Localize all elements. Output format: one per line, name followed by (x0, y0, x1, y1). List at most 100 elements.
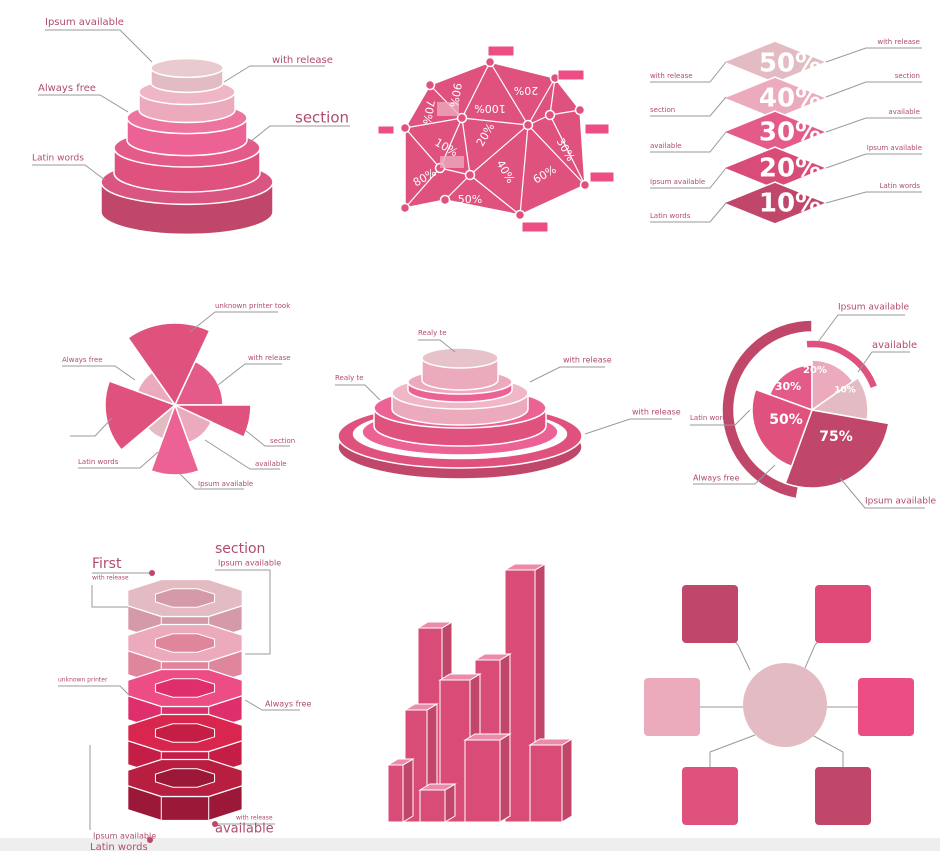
percent-label: 100% (474, 102, 505, 115)
network-edge (469, 124, 529, 176)
label: Ipsum available (45, 17, 124, 28)
octagon-hole (154, 588, 216, 608)
label: with release (632, 408, 681, 417)
network-node (574, 104, 586, 116)
label: with release (650, 72, 693, 80)
leader-line (215, 569, 271, 655)
leader-line (45, 29, 153, 63)
leader-line (179, 473, 244, 490)
bar-side (402, 758, 414, 823)
network-edge (461, 117, 471, 176)
rose-wedge (104, 380, 177, 452)
percent-label: 10% (834, 386, 856, 396)
label: Latin words (690, 414, 731, 422)
leader-line (650, 96, 727, 117)
leader-line (418, 339, 456, 353)
network-edge (469, 174, 521, 216)
tag (584, 123, 610, 135)
label: section (895, 72, 920, 80)
highlight (440, 156, 464, 168)
label: Always free (693, 474, 739, 483)
leader-line (709, 734, 756, 767)
bottom-strip (0, 838, 940, 851)
label: with release (877, 38, 920, 46)
percent-label: 30% (775, 380, 801, 393)
rose-wedge (126, 322, 211, 407)
label: Ipsum available (198, 480, 253, 488)
network-edge (444, 174, 471, 201)
rose-wedge (150, 402, 200, 476)
label: with release (563, 356, 612, 365)
tag (521, 221, 549, 233)
percent-label: 20% (803, 365, 827, 376)
leader-line (58, 685, 131, 697)
leader-line (690, 409, 751, 426)
network-shape (404, 61, 586, 216)
label: section (215, 541, 265, 557)
label: Latin words (90, 842, 148, 851)
network-edge (404, 117, 463, 129)
octagon-hole (154, 678, 216, 698)
label: Latin words (78, 458, 119, 466)
leader-line (825, 81, 922, 98)
percent-label: 30% (759, 118, 821, 148)
leader-line (78, 451, 159, 469)
leader-line (825, 117, 922, 133)
pie-arc (721, 319, 813, 500)
tag (589, 171, 615, 183)
label: available (215, 822, 274, 837)
label: Latin words (880, 182, 921, 190)
bar-side (499, 733, 511, 823)
network-node (544, 109, 556, 121)
percent-label: 20% (759, 154, 821, 184)
leader-line (244, 429, 290, 447)
tag (487, 45, 515, 57)
leader-line (335, 384, 381, 401)
leader-line (249, 125, 350, 143)
node-box (682, 585, 738, 643)
leader-line (825, 47, 922, 63)
network-node (456, 112, 468, 124)
network-edge (461, 117, 529, 126)
node-box (815, 767, 871, 825)
pie-slice (768, 364, 813, 412)
percent-label: 10% (759, 189, 821, 219)
label: Ipsum available (650, 178, 705, 186)
leader-line (693, 464, 776, 485)
hub (743, 663, 827, 747)
leader-line (817, 314, 905, 343)
network-node (579, 179, 591, 191)
network-edge (527, 77, 556, 126)
pie-slice (811, 359, 855, 412)
leader-line (811, 734, 844, 767)
bar-front (387, 764, 404, 823)
label: Ipsum available (838, 303, 909, 313)
bar-front (419, 789, 446, 823)
leader-line (204, 439, 280, 470)
label: section (650, 106, 675, 114)
rose-wedge (136, 371, 177, 407)
bar-side (444, 783, 456, 823)
network-node (399, 122, 411, 134)
leader-line (223, 65, 325, 83)
tag (557, 69, 585, 81)
leader-line (529, 366, 605, 383)
percent-label: 50% (458, 193, 482, 206)
network-edge (489, 61, 529, 126)
leader-line (32, 164, 106, 181)
octagon-hole (154, 768, 216, 788)
label: unknown printer took (215, 302, 291, 310)
label: unknown printer (58, 677, 108, 684)
octagon-hole (154, 633, 216, 653)
leader-line (62, 365, 136, 381)
label: Realy te (418, 329, 447, 337)
bar-side (561, 738, 573, 823)
bar-front (529, 744, 563, 823)
label: First (92, 556, 122, 572)
label: Realy te (335, 374, 364, 382)
label: Ipsum available (218, 559, 281, 568)
label: section (270, 437, 295, 445)
rose-wedge (173, 360, 224, 406)
leader-line (244, 699, 300, 711)
network-node (484, 56, 496, 68)
